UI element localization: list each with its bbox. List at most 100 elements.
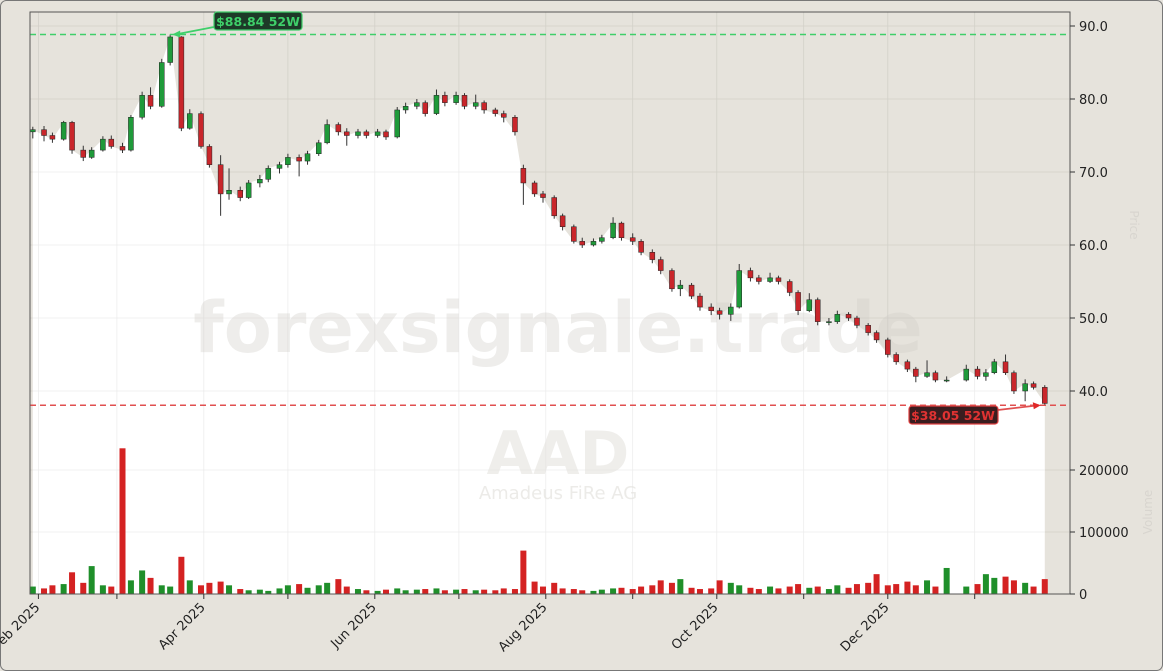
candle-body: [1011, 372, 1017, 392]
candle-body: [708, 306, 714, 311]
volume-bar: [217, 581, 224, 594]
candle-body: [49, 135, 56, 140]
watermark-site: forexsignale.trade: [193, 287, 922, 369]
low-label: $38.05 52W: [911, 408, 995, 423]
candle-body: [845, 314, 852, 319]
candle-body: [983, 372, 989, 377]
candle-body: [304, 153, 311, 162]
candle-body: [1022, 383, 1028, 392]
volume-bar: [237, 589, 244, 594]
candle-body: [500, 113, 507, 118]
volume-bar: [206, 582, 213, 594]
volume-bar: [520, 550, 527, 594]
volume-bar: [453, 589, 460, 594]
volume-bar: [539, 586, 546, 594]
volume-bar: [747, 587, 754, 594]
candle-body: [649, 252, 656, 260]
candle-body: [296, 157, 302, 162]
candle-body: [1002, 361, 1009, 373]
candle-body: [571, 226, 577, 242]
volume-bar: [893, 584, 900, 594]
volume-bar: [245, 590, 252, 594]
candle-body: [638, 241, 644, 253]
candle-body: [629, 237, 636, 242]
volume-bar: [127, 580, 134, 594]
candle-body: [492, 109, 499, 114]
candle-body: [100, 138, 106, 151]
candle-body: [147, 95, 154, 107]
volume-bar: [472, 590, 479, 594]
volume-bar: [481, 589, 488, 594]
volume-bar: [256, 589, 263, 594]
candle-body: [461, 95, 468, 107]
volume-bar: [402, 590, 409, 594]
candle-body: [245, 182, 252, 198]
candle-body: [932, 372, 939, 381]
price-tick-label: 40.0: [1079, 385, 1108, 400]
volume-bar: [492, 590, 499, 594]
volume-bar: [383, 589, 390, 594]
volume-tick-label: 0: [1079, 588, 1087, 603]
volume-bar: [845, 587, 852, 594]
candle-body: [599, 237, 605, 242]
volume-bar: [912, 585, 919, 594]
volume-bar: [579, 590, 586, 594]
candle-body: [913, 368, 919, 377]
volume-bar: [853, 584, 860, 594]
volume-bar: [677, 579, 684, 594]
candle-body: [540, 193, 546, 198]
volume-bar: [461, 589, 468, 594]
volume-bar: [69, 572, 76, 594]
volume-bar: [363, 590, 370, 594]
volume-bar: [924, 580, 931, 594]
volume-bar: [315, 585, 322, 594]
volume-axis: 0 100000 200000: [1070, 464, 1129, 603]
candles: [30, 34, 1048, 406]
candle-body: [657, 259, 664, 271]
volume-bar: [500, 588, 507, 594]
candle-body: [618, 222, 625, 238]
volume-bar: [226, 585, 233, 594]
volume-bar: [324, 582, 331, 594]
volume-bars: [29, 448, 1048, 594]
volume-bar: [186, 580, 193, 594]
candle-body: [924, 372, 930, 377]
high-label: $88.84 52W: [216, 14, 300, 29]
volume-tick-label: 100000: [1079, 526, 1129, 541]
candle-body: [414, 102, 420, 107]
volume-bar: [610, 588, 617, 594]
candle-body: [257, 179, 263, 184]
candle-body: [159, 62, 165, 107]
candle-body: [767, 277, 773, 282]
volume-bar: [767, 586, 774, 594]
candle-body: [1042, 387, 1048, 404]
candle-body: [579, 241, 585, 246]
candle-body: [756, 277, 762, 282]
volume-bar: [49, 585, 56, 594]
volume-bar: [873, 574, 880, 594]
volume-bar: [755, 589, 762, 594]
volume-bar: [304, 587, 311, 594]
volume-bar: [688, 587, 695, 594]
volume-bar: [394, 588, 401, 594]
candle-body: [814, 299, 821, 322]
candle-body: [974, 368, 981, 377]
volume-bar: [276, 588, 283, 594]
candle-body: [472, 102, 479, 107]
volume-bar: [531, 581, 538, 594]
candle-body: [237, 190, 243, 198]
volume-bar: [511, 589, 518, 594]
volume-bar: [786, 586, 793, 594]
volume-bar: [197, 585, 204, 594]
volume-bar: [943, 567, 950, 594]
volume-bar: [590, 590, 597, 594]
candle-body: [226, 190, 232, 195]
volume-bar: [80, 582, 87, 594]
candle-body: [747, 270, 754, 279]
volume-bar: [265, 590, 272, 594]
plot-frame: [29, 11, 1071, 595]
candle-body: [688, 284, 695, 297]
candle-body: [481, 102, 487, 111]
candle-body: [217, 164, 224, 195]
